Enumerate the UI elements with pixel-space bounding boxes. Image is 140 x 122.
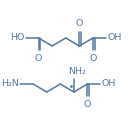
Text: OH: OH (107, 34, 122, 42)
Text: O: O (89, 54, 97, 63)
Text: H₂N: H₂N (1, 80, 19, 88)
Text: O: O (84, 100, 91, 109)
Text: OH: OH (102, 80, 116, 88)
Text: HO: HO (10, 34, 24, 42)
Text: O: O (35, 54, 42, 63)
Text: NH₂: NH₂ (68, 67, 86, 76)
Text: O: O (76, 19, 83, 28)
